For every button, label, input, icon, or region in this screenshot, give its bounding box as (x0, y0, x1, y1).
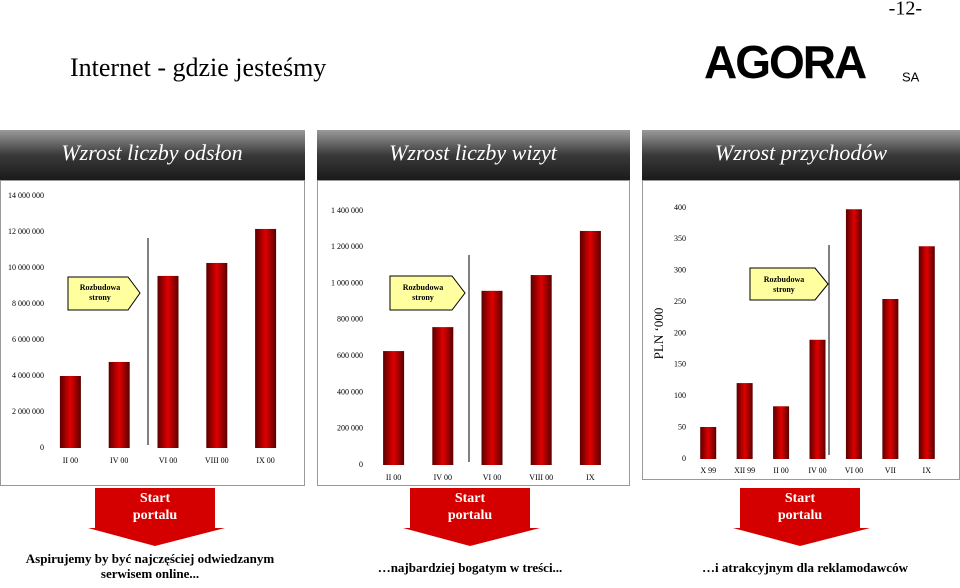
callout-text: Rozbudowa strony (763, 275, 805, 294)
y-tick-label: 8 000 000 (12, 299, 44, 308)
bar (157, 275, 179, 448)
x-tick-label: IX (586, 473, 595, 482)
y-axis-label: PLN ‘000 (651, 308, 666, 360)
x-tick-label: IV 00 (434, 473, 452, 482)
y-tick-label: 10 000 000 (8, 263, 44, 272)
y-tick-label: 0 (359, 460, 363, 469)
y-tick-label: 0 (40, 443, 44, 452)
y-tick-label: 400 000 (337, 387, 363, 396)
bar (773, 406, 790, 459)
start-arrow (733, 488, 870, 546)
bar (383, 351, 405, 465)
bar (882, 298, 899, 459)
y-tick-label: 1 000 000 (331, 278, 363, 287)
y-tick-label: 200 (674, 328, 686, 337)
chart-header: Wzrost przychodów (715, 140, 887, 165)
y-tick-label: 800 000 (337, 315, 363, 324)
x-tick-label: II 00 (63, 456, 78, 465)
y-tick-label: 0 (682, 454, 686, 463)
bar (809, 339, 826, 459)
caption: …i atrakcyjnym dla reklamodawców (702, 560, 908, 575)
x-tick-label: IV 00 (808, 466, 826, 475)
y-tick-label: 400 (674, 203, 686, 212)
x-tick-label: XII 99 (734, 466, 755, 475)
y-tick-label: 350 (674, 234, 686, 243)
bar (845, 209, 862, 459)
start-text: Start portalu (777, 491, 823, 523)
callout-shape (749, 267, 829, 301)
y-tick-label: 6 000 000 (12, 335, 44, 344)
x-tick-label: IV 00 (110, 456, 128, 465)
x-tick-label: VIII 00 (205, 456, 229, 465)
callout-shape (67, 276, 141, 311)
caption: …najbardziej bogatym w treści... (377, 560, 563, 575)
slide-title: Internet - gdzie jesteśmy (70, 53, 326, 82)
header-band (317, 130, 630, 180)
start-arrow (403, 488, 540, 546)
x-tick-label: VI 00 (845, 466, 863, 475)
y-tick-label: 2 000 000 (12, 407, 44, 416)
x-tick-label: IX 00 (256, 456, 274, 465)
page-number: -12- (889, 0, 922, 20)
x-tick-label: VI 00 (483, 473, 501, 482)
bar (59, 376, 81, 448)
y-tick-label: 200 000 (337, 424, 363, 433)
logo: AGORA (704, 36, 866, 88)
bar (579, 230, 601, 465)
bar (530, 275, 552, 465)
start-arrow (88, 488, 225, 546)
panel (642, 180, 960, 480)
bar (700, 426, 717, 459)
y-tick-label: 250 (674, 297, 686, 306)
bar (206, 262, 228, 448)
x-tick-label: II 00 (773, 466, 788, 475)
x-tick-label: VIII 00 (529, 473, 553, 482)
bar (481, 290, 503, 465)
callout-shape (389, 275, 466, 311)
y-tick-label: 4 000 000 (12, 371, 44, 380)
y-tick-label: 100 (674, 391, 686, 400)
y-tick-label: 300 (674, 266, 686, 275)
header-band (642, 130, 960, 180)
y-tick-label: 12 000 000 (8, 227, 44, 236)
header-band (0, 130, 305, 180)
bar (255, 228, 277, 448)
start-text: Start portalu (447, 491, 493, 523)
chart-header: Wzrost liczby odsłon (61, 140, 242, 165)
bar (918, 246, 935, 459)
logo-suffix: SA (902, 69, 920, 84)
callout-text: Rozbudowa strony (402, 283, 444, 302)
chart-header: Wzrost liczby wizyt (389, 140, 558, 165)
y-tick-label: 150 (674, 360, 686, 369)
y-tick-label: 14 000 000 (8, 191, 44, 200)
bar (736, 383, 753, 459)
x-tick-label: II 00 (386, 473, 401, 482)
y-tick-label: 600 000 (337, 351, 363, 360)
bar (432, 327, 454, 465)
panel (317, 180, 630, 486)
panel (0, 180, 305, 486)
x-tick-label: VII (885, 466, 896, 475)
x-tick-label: VI 00 (159, 456, 177, 465)
y-tick-label: 50 (678, 422, 686, 431)
start-text: Start portalu (132, 491, 178, 523)
caption: Aspirujemy by być najczęściej odwiedzany… (25, 551, 275, 581)
y-tick-label: 1 400 000 (331, 206, 363, 215)
y-tick-label: 1 200 000 (331, 242, 363, 251)
callout-text: Rozbudowa strony (79, 283, 121, 302)
x-tick-label: IX (923, 466, 932, 475)
bar (108, 361, 130, 448)
x-tick-label: X 99 (700, 466, 716, 475)
